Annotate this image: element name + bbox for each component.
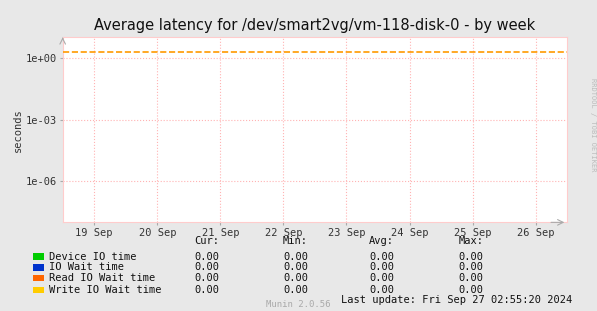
Text: Cur:: Cur:	[195, 236, 220, 246]
Text: 0.00: 0.00	[458, 273, 484, 283]
Y-axis label: seconds: seconds	[13, 108, 23, 152]
Text: Min:: Min:	[283, 236, 308, 246]
Title: Average latency for /dev/smart2vg/vm-118-disk-0 - by week: Average latency for /dev/smart2vg/vm-118…	[94, 18, 536, 33]
Text: IO Wait time: IO Wait time	[49, 262, 124, 272]
Text: 0.00: 0.00	[369, 285, 394, 295]
Text: Device IO time: Device IO time	[49, 252, 137, 262]
Text: 0.00: 0.00	[195, 273, 220, 283]
Text: 0.00: 0.00	[283, 262, 308, 272]
Text: 0.00: 0.00	[458, 252, 484, 262]
Text: 0.00: 0.00	[369, 252, 394, 262]
Text: 0.00: 0.00	[458, 285, 484, 295]
Text: RRDTOOL / TOBI OETIKER: RRDTOOL / TOBI OETIKER	[590, 78, 596, 171]
Text: 0.00: 0.00	[195, 262, 220, 272]
Text: 0.00: 0.00	[283, 252, 308, 262]
Text: Munin 2.0.56: Munin 2.0.56	[266, 299, 331, 309]
Text: Read IO Wait time: Read IO Wait time	[49, 273, 155, 283]
Text: 0.00: 0.00	[283, 273, 308, 283]
Text: 0.00: 0.00	[195, 252, 220, 262]
Text: Write IO Wait time: Write IO Wait time	[49, 285, 161, 295]
Text: 0.00: 0.00	[458, 262, 484, 272]
Text: Last update: Fri Sep 27 02:55:20 2024: Last update: Fri Sep 27 02:55:20 2024	[341, 295, 572, 305]
Text: 0.00: 0.00	[195, 285, 220, 295]
Text: 0.00: 0.00	[283, 285, 308, 295]
Text: 0.00: 0.00	[369, 273, 394, 283]
Text: Max:: Max:	[458, 236, 484, 246]
Text: Avg:: Avg:	[369, 236, 394, 246]
Text: 0.00: 0.00	[369, 262, 394, 272]
